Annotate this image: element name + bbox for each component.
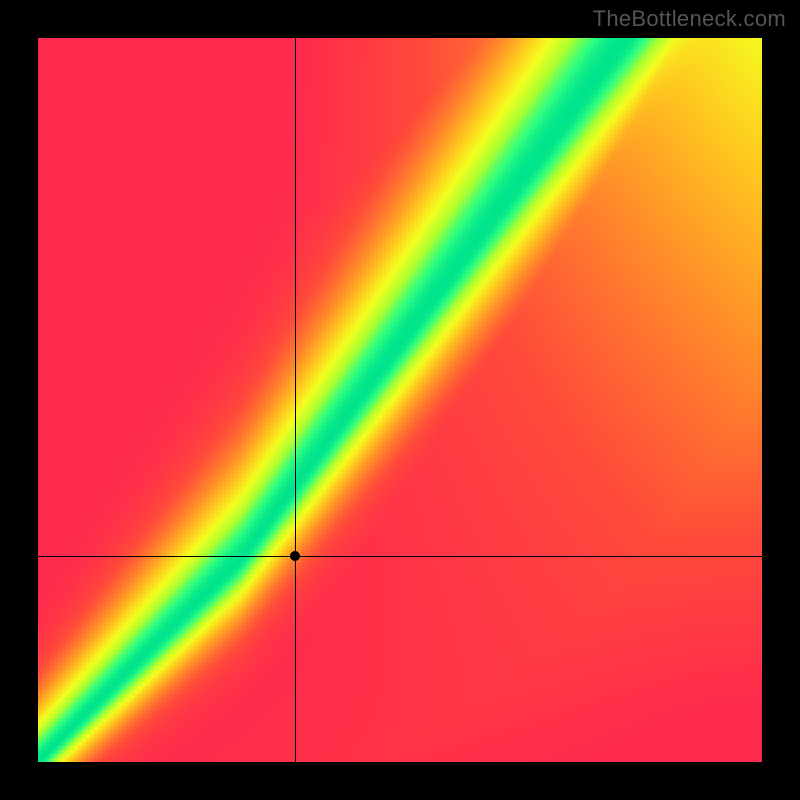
data-point-marker	[290, 551, 300, 561]
crosshair-vertical	[295, 38, 296, 762]
heatmap-plot	[38, 38, 762, 762]
watermark-text: TheBottleneck.com	[593, 6, 786, 32]
heatmap-canvas	[38, 38, 762, 762]
crosshair-horizontal	[38, 556, 762, 557]
